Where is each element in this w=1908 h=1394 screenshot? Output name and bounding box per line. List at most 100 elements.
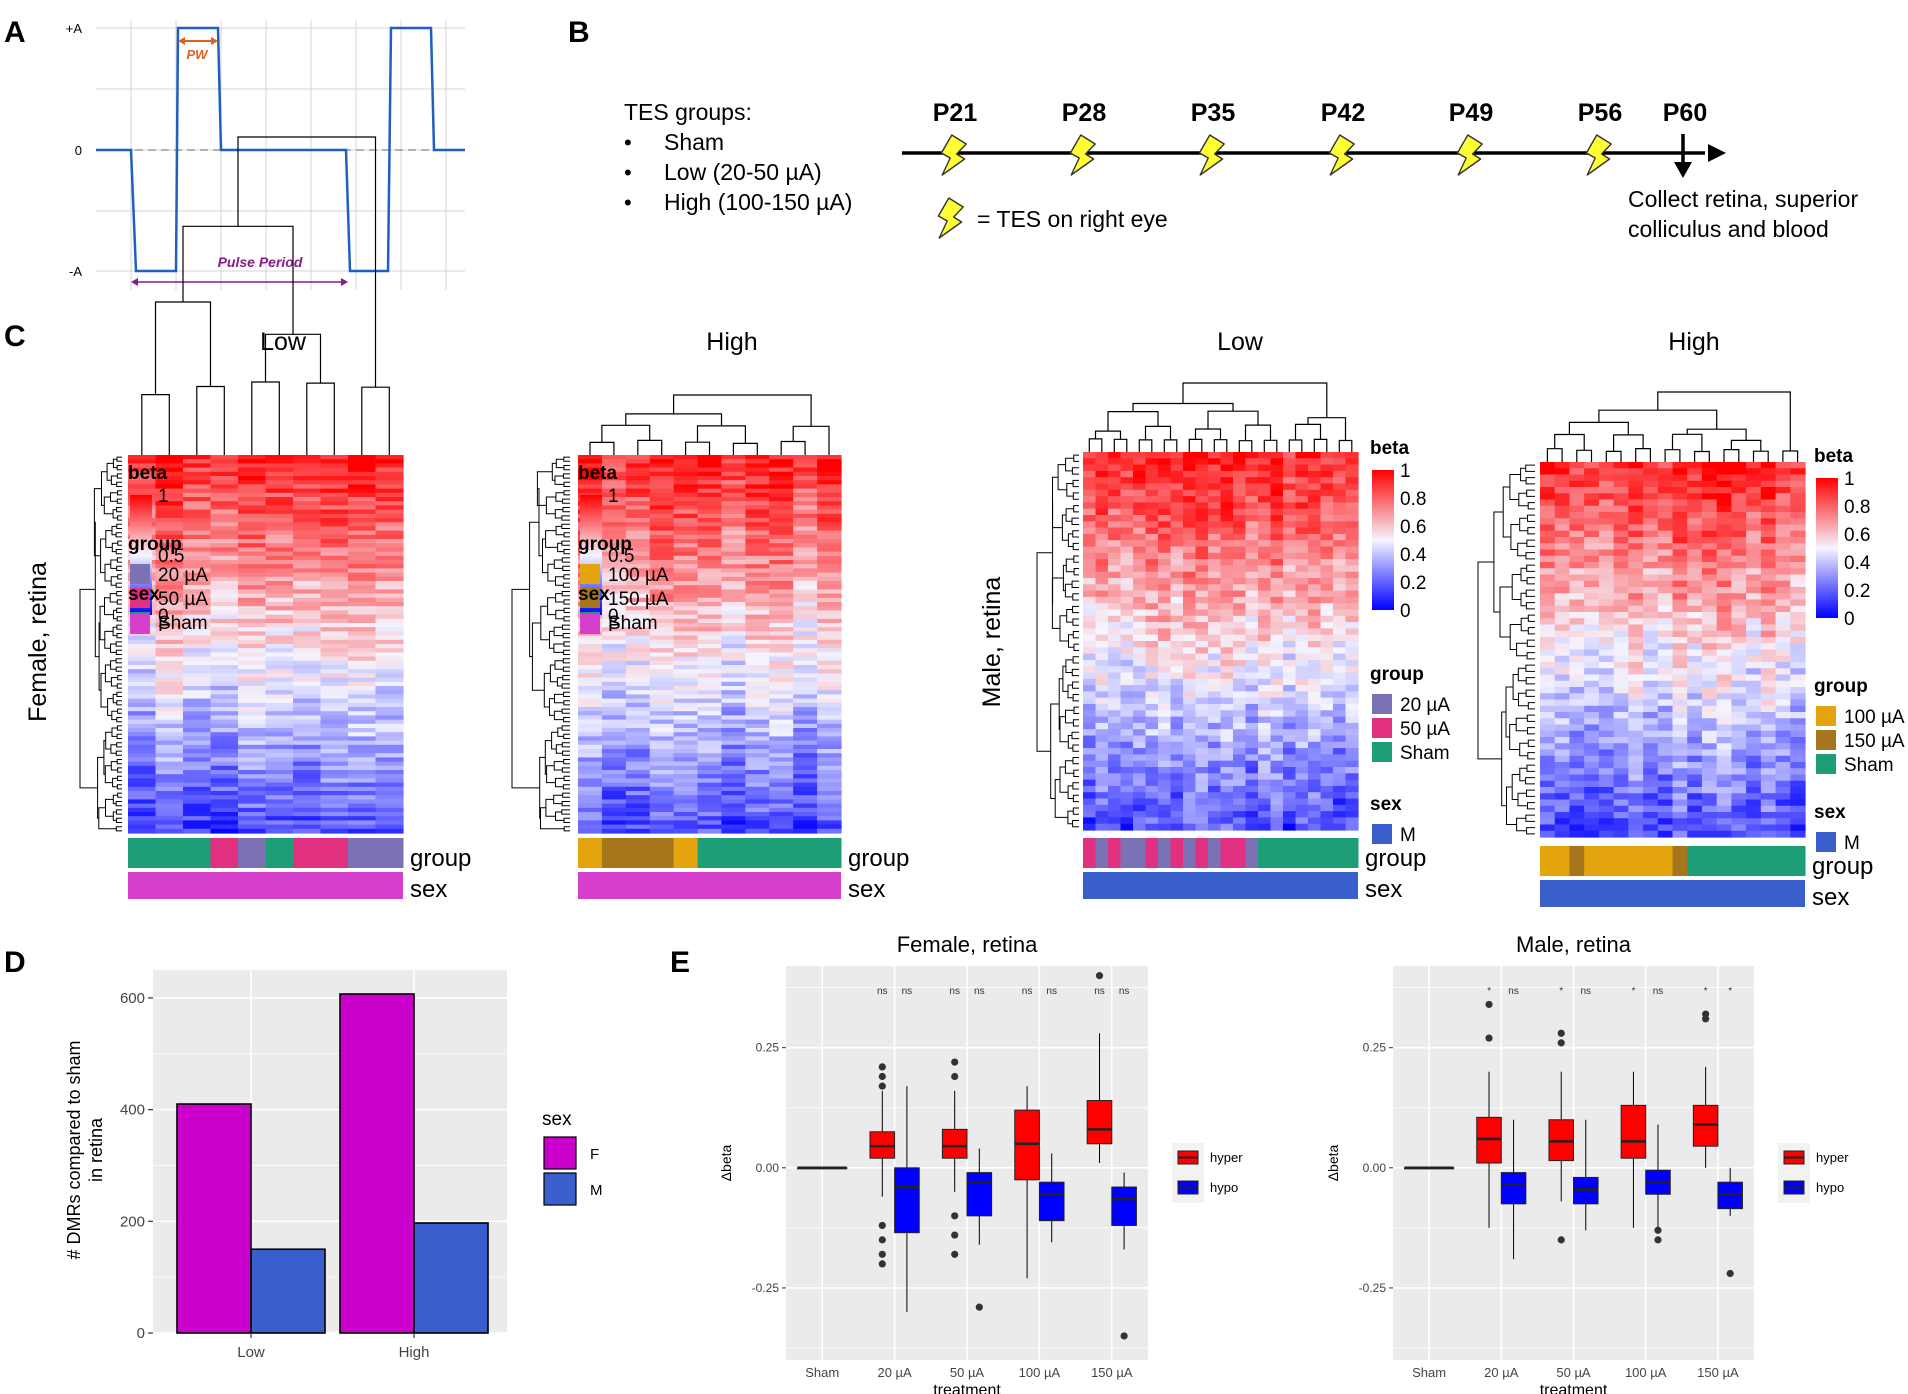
heatmap-cell	[1083, 489, 1097, 497]
heatmap-cell	[1333, 817, 1347, 825]
heatmap-cell	[1145, 546, 1159, 554]
heatmap-cell	[721, 597, 746, 603]
heatmap-cell	[1270, 578, 1284, 585]
heatmap-cell	[1295, 508, 1309, 516]
heatmap-cell	[1731, 643, 1747, 651]
heatmap-cell	[1746, 812, 1762, 819]
y-tick-label: 0.00	[756, 1161, 780, 1175]
heatmap-cell	[265, 627, 294, 632]
heatmap-cell	[128, 694, 157, 700]
heatmap-cell	[601, 736, 627, 742]
heatmap-cell	[1333, 741, 1347, 749]
heatmap-cell	[1687, 743, 1703, 751]
heatmap-cell	[1245, 622, 1259, 629]
heatmap-cell	[1295, 452, 1309, 459]
heatmap-cell	[128, 639, 157, 645]
heatmap-cell	[649, 723, 675, 729]
heatmap-cell	[697, 778, 723, 784]
heatmap-cell	[769, 812, 794, 817]
heatmap-cell	[1295, 458, 1309, 466]
heatmap-cell	[183, 513, 212, 519]
heatmap-cell	[320, 518, 349, 523]
heatmap-cell	[1233, 596, 1247, 604]
heatmap-cell	[1540, 693, 1556, 701]
heatmap-cell	[210, 644, 239, 649]
heatmap-cell	[745, 698, 770, 704]
heatmap-cell	[625, 749, 651, 754]
heatmap-cell	[1095, 691, 1109, 699]
heatmap-cell	[817, 585, 842, 590]
heatmap-cell	[1145, 527, 1159, 535]
heatmap-cell	[1320, 729, 1334, 737]
heatmap-cell	[1554, 499, 1571, 507]
heatmap-cell	[1657, 718, 1674, 726]
heatmap-cell	[293, 677, 322, 683]
heatmap-cell	[1170, 729, 1184, 737]
sex-legend-title: sex	[1814, 802, 1846, 823]
heatmap-cell	[721, 593, 746, 599]
heatmap-cell	[1308, 464, 1322, 472]
heatmap-cell	[1170, 546, 1184, 554]
heatmap-cell	[601, 455, 627, 460]
heatmap-cell	[649, 518, 675, 523]
heatmap-cell	[183, 488, 212, 494]
heatmap-cell	[1628, 474, 1644, 482]
heatmap-cell	[1345, 584, 1359, 592]
heatmap-cell	[1158, 722, 1172, 730]
heatmap-cell	[375, 820, 404, 826]
heatmap-cell	[721, 547, 746, 553]
heatmap-cell	[1283, 559, 1297, 566]
heatmap-cell	[745, 501, 770, 506]
heatmap-cell	[1095, 792, 1109, 800]
heatmap-cell	[1120, 628, 1134, 636]
heatmap-cell	[1790, 768, 1806, 776]
heatmap-cell	[1775, 730, 1791, 738]
heatmap-cell	[1628, 768, 1644, 776]
heatmap-cell	[1657, 487, 1674, 494]
heatmap-cell	[210, 648, 239, 653]
heatmap-cell	[1258, 760, 1272, 768]
heatmap-cell	[1554, 643, 1571, 651]
heatmap-cell	[1195, 508, 1209, 516]
heatmap-cell	[1170, 464, 1184, 472]
heatmap-cell	[1628, 674, 1644, 682]
heatmap-cell	[320, 816, 349, 821]
heatmap-cell	[128, 770, 157, 775]
heatmap-cell	[1208, 697, 1222, 705]
heatmap-cell	[1095, 533, 1109, 541]
heatmap-cell	[1220, 704, 1234, 711]
heatmap-cell	[1283, 590, 1297, 598]
heatmap-cell	[1095, 477, 1109, 485]
heatmap-cell	[1120, 798, 1134, 806]
heatmap-cell	[793, 728, 818, 733]
dendrogram-branch	[685, 441, 711, 455]
heatmap-cell	[265, 765, 294, 771]
heatmap-cell	[1760, 593, 1777, 601]
heatmap-cell	[1345, 615, 1359, 623]
heatmap-cell	[649, 677, 675, 683]
heatmap-cell	[625, 606, 651, 611]
heatmap-cell	[210, 589, 239, 595]
heatmap-cell	[293, 488, 322, 494]
heatmap-cell	[1158, 785, 1172, 793]
heatmap-cell	[1270, 546, 1284, 554]
heatmap-cell	[348, 761, 377, 767]
heatmap-cell	[1746, 655, 1762, 663]
heatmap-cell	[265, 778, 294, 784]
heatmap-cell	[1628, 624, 1644, 632]
heatmap-cell	[348, 543, 377, 548]
heatmap-cell	[128, 715, 157, 721]
heatmap-cell	[1133, 584, 1147, 592]
heatmap-cell	[1657, 793, 1674, 801]
heatmap-cell	[1133, 540, 1147, 548]
heatmap-cell	[1790, 780, 1806, 788]
group-annotation-cell	[375, 838, 404, 868]
heatmap-cell	[1295, 760, 1309, 768]
heatmap-cell	[1554, 680, 1571, 688]
heatmap-cell	[697, 652, 723, 658]
heatmap-cell	[769, 551, 794, 557]
heatmap-cell	[697, 547, 723, 553]
heatmap-cell	[128, 782, 157, 788]
heatmap-cell	[649, 509, 675, 515]
